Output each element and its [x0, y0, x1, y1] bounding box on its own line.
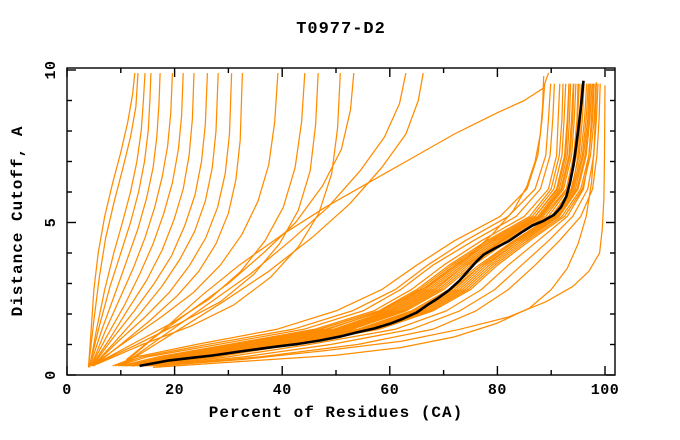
model-curve [123, 72, 407, 365]
x-axis-label: Percent of Residues (CA) [209, 404, 463, 422]
y-axis-label: Distance Cutoff, A [9, 126, 27, 317]
model-curve [89, 73, 161, 367]
model-curve [158, 85, 606, 367]
model-curve [120, 73, 355, 367]
model-curve [120, 83, 567, 367]
model-curve [87, 73, 136, 368]
model-curve [115, 83, 552, 367]
y-tick-label: 10 [43, 60, 60, 79]
x-tick-label: 20 [165, 382, 184, 399]
model-curve [88, 73, 152, 367]
model-curve [125, 72, 424, 364]
model-curve [158, 83, 601, 367]
model-curve [124, 83, 570, 367]
model-curve [87, 73, 139, 368]
x-tick-label: 100 [591, 382, 620, 399]
model-curve [153, 83, 594, 367]
model-curve [92, 73, 233, 367]
axes-layer: 0 20 40 60 80 100 0 5 10 [43, 60, 619, 399]
chart-title: T0977-D2 [296, 20, 386, 39]
model-curve [92, 73, 219, 367]
model-curve [144, 83, 589, 367]
model-curve [90, 73, 184, 367]
model-curve [153, 82, 598, 369]
y-tick-label: 0 [43, 370, 60, 380]
model-curve [96, 73, 341, 365]
model-curve [131, 83, 577, 367]
model-curve [90, 73, 174, 367]
model-curve [125, 72, 550, 361]
model-curve [88, 73, 146, 368]
x-tick-label: 0 [62, 382, 72, 399]
model-curve [112, 83, 546, 367]
model-curve [123, 83, 564, 367]
model-curve [136, 83, 584, 367]
curves-layer [87, 72, 606, 369]
x-tick-label: 40 [273, 382, 292, 399]
reference-curve [139, 80, 585, 368]
model-curve [126, 83, 574, 367]
model-curve [117, 83, 556, 367]
model-curve [91, 73, 209, 367]
x-tick-label: 80 [488, 382, 507, 399]
model-curve [93, 73, 244, 367]
x-tick-label: 60 [380, 382, 399, 399]
y-tick-label: 5 [43, 218, 60, 228]
model-curve [91, 73, 195, 367]
plot-border [66, 67, 616, 376]
model-curve [120, 83, 561, 367]
model-curve [93, 73, 279, 365]
model-curve [142, 76, 545, 362]
